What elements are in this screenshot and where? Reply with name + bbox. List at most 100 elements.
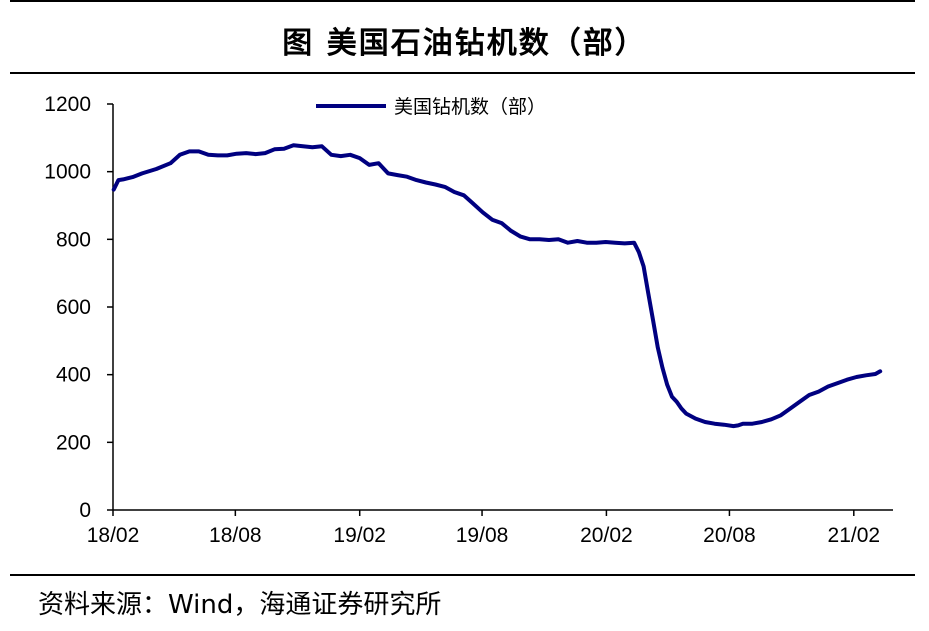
- data-point: [292, 144, 295, 147]
- x-tick-label: 19/08: [456, 524, 509, 547]
- data-point: [874, 373, 877, 375]
- data-point: [131, 176, 134, 178]
- data-point: [216, 154, 219, 157]
- data-point: [491, 218, 493, 221]
- data-point: [638, 251, 640, 253]
- data-point: [770, 418, 773, 421]
- data-point: [751, 422, 754, 425]
- data-point: [112, 188, 115, 191]
- data-point: [321, 145, 323, 148]
- chart-title: 图 美国石油钻机数（部）: [282, 26, 647, 61]
- data-point: [396, 174, 399, 176]
- line-chart: 0 200 400 600 800 1000 1200 18/02 18/08 19/02 19/…: [44, 93, 893, 547]
- data-point: [302, 145, 304, 148]
- y-tick-label: 1000: [44, 161, 91, 184]
- legend: 美国钻机数（部）: [316, 96, 546, 118]
- data-point: [330, 153, 333, 156]
- data-point: [827, 385, 829, 388]
- x-tick-label: 20/02: [580, 524, 633, 547]
- bottom-rule: [10, 574, 915, 576]
- data-point: [595, 241, 598, 244]
- y-tick-label: 1200: [44, 93, 91, 116]
- data-point: [548, 239, 550, 241]
- data-point: [377, 162, 380, 165]
- y-tick-label: 600: [56, 296, 91, 319]
- data-point: [434, 183, 437, 186]
- data-point: [235, 152, 238, 155]
- data-point: [283, 147, 285, 150]
- y-tick-label: 0: [79, 499, 91, 522]
- data-point: [368, 164, 370, 166]
- legend-label: 美国钻机数（部）: [394, 96, 546, 118]
- data-point: [538, 238, 541, 241]
- data-point: [798, 400, 801, 403]
- data-point: [453, 191, 456, 193]
- y-tick-label: 800: [56, 228, 91, 251]
- data-point: [576, 240, 579, 242]
- data-point: [188, 150, 191, 153]
- data-point: [633, 241, 635, 244]
- data-point: [694, 417, 697, 420]
- data-point: [500, 222, 503, 224]
- data-point: [264, 152, 266, 154]
- x-axis: 18/02 18/08 19/02 19/08 20/02 20/08 21/02: [87, 509, 893, 547]
- data-point: [779, 414, 782, 417]
- data-point: [604, 241, 607, 243]
- data-point: [846, 378, 848, 381]
- source-note: 资料来源：Wind，海通证券研究所: [38, 590, 442, 620]
- data-point: [406, 175, 408, 178]
- data-point: [444, 186, 446, 188]
- x-tick-label: 18/02: [87, 524, 140, 547]
- data-point: [680, 407, 683, 410]
- data-point: [817, 390, 820, 393]
- data-point: [425, 181, 427, 184]
- top-rule: [10, 0, 915, 2]
- data-point: [519, 235, 522, 238]
- data-point: [723, 423, 725, 426]
- data-point: [358, 157, 361, 159]
- y-axis: 0 200 400 600 800 1000 1200: [44, 93, 114, 522]
- x-tick-label: 20/08: [703, 524, 756, 547]
- data-point: [671, 395, 673, 398]
- data-point: [179, 153, 181, 156]
- data-point: [273, 148, 276, 151]
- data-point: [732, 425, 735, 427]
- data-point: [865, 374, 867, 377]
- data-point: [704, 421, 706, 423]
- data-point: [656, 346, 659, 349]
- data-point: [349, 153, 352, 156]
- y-tick-label: 400: [56, 364, 91, 387]
- data-point: [661, 367, 664, 369]
- data-point: [117, 179, 120, 181]
- plot-area: [111, 143, 883, 429]
- data-point: [254, 153, 257, 155]
- x-tick-label: 18/08: [209, 524, 262, 547]
- data-point: [462, 194, 465, 197]
- data-point: [761, 421, 763, 423]
- data-point: [675, 400, 678, 403]
- data-point: [198, 150, 200, 153]
- data-point: [879, 370, 881, 373]
- data-point: [789, 407, 792, 410]
- data-point: [614, 241, 617, 244]
- data-point: [737, 424, 740, 427]
- data-point: [652, 319, 654, 322]
- data-point: [808, 394, 810, 396]
- data-point: [481, 211, 484, 214]
- data-point: [207, 153, 210, 156]
- series-line: [111, 143, 883, 429]
- data-point: [122, 178, 124, 181]
- data-point: [529, 238, 531, 241]
- data-point: [226, 154, 229, 157]
- data-point: [647, 292, 650, 295]
- x-tick-label: 21/02: [828, 524, 881, 547]
- y-tick-label: 200: [56, 431, 91, 454]
- data-point: [642, 265, 645, 268]
- data-point: [836, 382, 839, 384]
- data-point: [155, 168, 158, 170]
- x-tick-label: 19/02: [333, 524, 386, 547]
- data-point: [742, 422, 744, 425]
- data-point: [567, 241, 569, 244]
- data-point: [713, 422, 716, 425]
- data-point: [472, 203, 475, 205]
